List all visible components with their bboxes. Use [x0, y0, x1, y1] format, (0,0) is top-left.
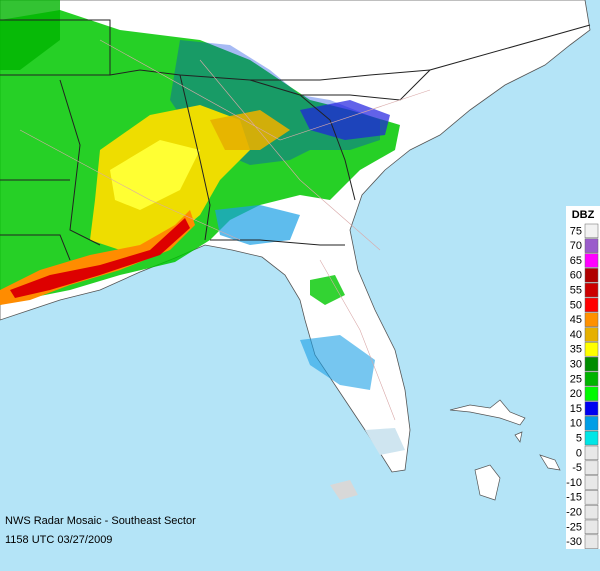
legend-label: 75	[570, 225, 582, 237]
legend-label: 0	[576, 447, 582, 459]
legend-swatch	[584, 253, 599, 268]
legend-label: -10	[566, 477, 582, 489]
state-borders	[0, 19, 591, 421]
caption-time: 1158 UTC 03/27/2009	[5, 534, 112, 546]
legend-label: 40	[570, 329, 582, 341]
legend-swatch	[584, 401, 599, 416]
legend-label: 35	[570, 344, 582, 356]
legend-label: -15	[566, 492, 582, 504]
legend-swatch	[584, 460, 599, 475]
legend-title: DBZ	[572, 209, 595, 221]
caption-title: NWS Radar Mosaic - Southeast Sector	[5, 515, 196, 527]
radar-echoes	[0, 0, 405, 500]
legend-label: 60	[570, 270, 582, 282]
legend-label: 20	[570, 388, 582, 400]
legend-label: 65	[570, 255, 582, 267]
legend-swatch	[584, 534, 599, 549]
legend-swatch	[584, 327, 599, 342]
legend-label: -30	[566, 536, 582, 548]
legend-swatch	[584, 386, 599, 401]
legend-label: -20	[566, 507, 582, 519]
legend-label: 50	[570, 299, 582, 311]
legend-swatch	[584, 416, 599, 431]
legend-swatch	[584, 282, 599, 298]
legend-swatch	[584, 371, 599, 387]
legend-label: 10	[570, 418, 582, 430]
legend-swatch	[584, 430, 599, 446]
legend-swatch	[584, 268, 599, 283]
legend-label: 70	[570, 240, 582, 252]
legend-swatch	[584, 223, 599, 239]
legend-swatch	[584, 490, 599, 505]
legend-label: 45	[570, 314, 582, 326]
legend-label: 15	[570, 403, 582, 415]
legend-swatch	[584, 342, 599, 357]
legend-label: 30	[570, 359, 582, 371]
legend-swatch	[584, 504, 599, 520]
legend-label: 25	[570, 373, 582, 385]
legend-label: 5	[576, 433, 582, 445]
legend-swatch	[584, 356, 599, 372]
legend-swatch	[584, 312, 599, 327]
legend-swatch	[584, 475, 599, 490]
legend-swatch	[584, 238, 599, 253]
islands	[449, 399, 561, 501]
legend-label: -5	[572, 462, 582, 474]
legend-swatch	[584, 297, 599, 313]
legend-label: 55	[570, 285, 582, 297]
legend-label: -25	[566, 521, 582, 533]
legend-swatch	[584, 445, 599, 461]
legend: DBZ 757065605550454035302520151050-5-10-…	[566, 206, 600, 549]
legend-swatch	[584, 519, 599, 535]
